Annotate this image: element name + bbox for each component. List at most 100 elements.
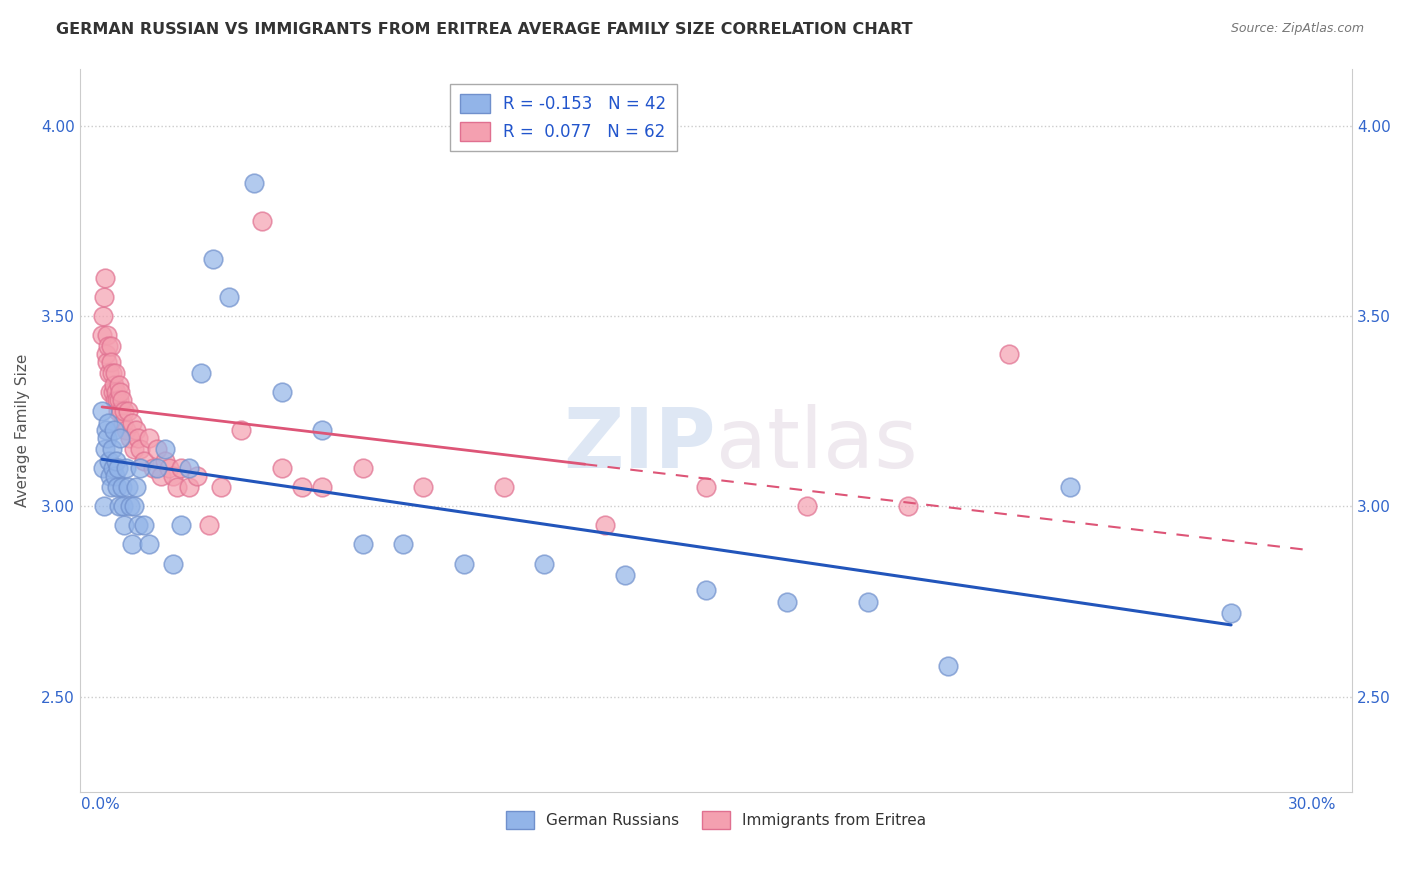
Point xyxy=(103,392,125,407)
Point xyxy=(796,500,818,514)
Point xyxy=(96,431,118,445)
Point xyxy=(100,339,122,353)
Point xyxy=(177,480,200,494)
Point xyxy=(138,537,160,551)
Point xyxy=(177,461,200,475)
Point xyxy=(134,453,156,467)
Point xyxy=(153,453,176,467)
Point xyxy=(107,377,129,392)
Point xyxy=(162,557,184,571)
Point xyxy=(98,385,121,400)
Point xyxy=(776,594,799,608)
Point xyxy=(111,480,134,494)
Point xyxy=(392,537,415,551)
Point xyxy=(311,480,333,494)
Point xyxy=(157,461,180,475)
Point xyxy=(142,461,165,475)
Point xyxy=(97,339,120,353)
Point xyxy=(153,442,176,457)
Point xyxy=(186,469,208,483)
Point xyxy=(103,377,125,392)
Point xyxy=(209,480,232,494)
Point xyxy=(124,500,146,514)
Point xyxy=(98,469,121,483)
Point xyxy=(190,366,212,380)
Point xyxy=(198,518,221,533)
Point xyxy=(91,404,114,418)
Text: ZIP: ZIP xyxy=(564,404,716,485)
Y-axis label: Average Family Size: Average Family Size xyxy=(15,353,30,507)
Point xyxy=(412,480,434,494)
Point xyxy=(149,469,172,483)
Point xyxy=(110,404,132,418)
Point xyxy=(110,431,132,445)
Point xyxy=(856,594,879,608)
Point xyxy=(120,431,142,445)
Point xyxy=(170,518,193,533)
Point xyxy=(352,537,374,551)
Point xyxy=(105,385,128,400)
Point xyxy=(145,442,167,457)
Point xyxy=(120,500,142,514)
Point xyxy=(453,557,475,571)
Point xyxy=(112,416,135,430)
Point xyxy=(242,176,264,190)
Point xyxy=(1059,480,1081,494)
Point xyxy=(492,480,515,494)
Point xyxy=(101,366,124,380)
Point xyxy=(250,214,273,228)
Point xyxy=(129,461,152,475)
Point xyxy=(125,423,148,437)
Point xyxy=(138,431,160,445)
Point xyxy=(96,328,118,343)
Point xyxy=(166,480,188,494)
Point xyxy=(115,461,138,475)
Point xyxy=(162,469,184,483)
Point xyxy=(97,366,120,380)
Text: GERMAN RUSSIAN VS IMMIGRANTS FROM ERITREA AVERAGE FAMILY SIZE CORRELATION CHART: GERMAN RUSSIAN VS IMMIGRANTS FROM ERITRE… xyxy=(56,22,912,37)
Point xyxy=(93,290,115,304)
Text: Source: ZipAtlas.com: Source: ZipAtlas.com xyxy=(1230,22,1364,36)
Point xyxy=(107,461,129,475)
Point xyxy=(1220,606,1243,620)
Point xyxy=(695,583,717,598)
Point xyxy=(110,385,132,400)
Point xyxy=(111,392,134,407)
Point xyxy=(93,500,115,514)
Point xyxy=(125,480,148,494)
Point xyxy=(117,404,139,418)
Point xyxy=(145,461,167,475)
Point xyxy=(593,518,616,533)
Point xyxy=(101,385,124,400)
Point xyxy=(121,416,143,430)
Point xyxy=(112,518,135,533)
Point xyxy=(121,537,143,551)
Point xyxy=(614,568,637,582)
Point xyxy=(897,500,920,514)
Point xyxy=(231,423,253,437)
Point xyxy=(91,461,114,475)
Point xyxy=(105,480,128,494)
Point xyxy=(291,480,314,494)
Point xyxy=(129,442,152,457)
Point xyxy=(170,461,193,475)
Point xyxy=(91,328,114,343)
Point xyxy=(96,354,118,368)
Point xyxy=(104,469,127,483)
Point xyxy=(202,252,225,266)
Point xyxy=(94,442,117,457)
Point xyxy=(100,480,122,494)
Point xyxy=(103,461,125,475)
Legend: German Russians, Immigrants from Eritrea: German Russians, Immigrants from Eritrea xyxy=(501,805,932,835)
Point xyxy=(127,431,149,445)
Point xyxy=(352,461,374,475)
Text: atlas: atlas xyxy=(716,404,918,485)
Point xyxy=(101,442,124,457)
Point xyxy=(112,404,135,418)
Point xyxy=(108,392,131,407)
Point xyxy=(936,659,959,673)
Point xyxy=(115,423,138,437)
Point xyxy=(998,347,1021,361)
Point xyxy=(103,423,125,437)
Point xyxy=(97,453,120,467)
